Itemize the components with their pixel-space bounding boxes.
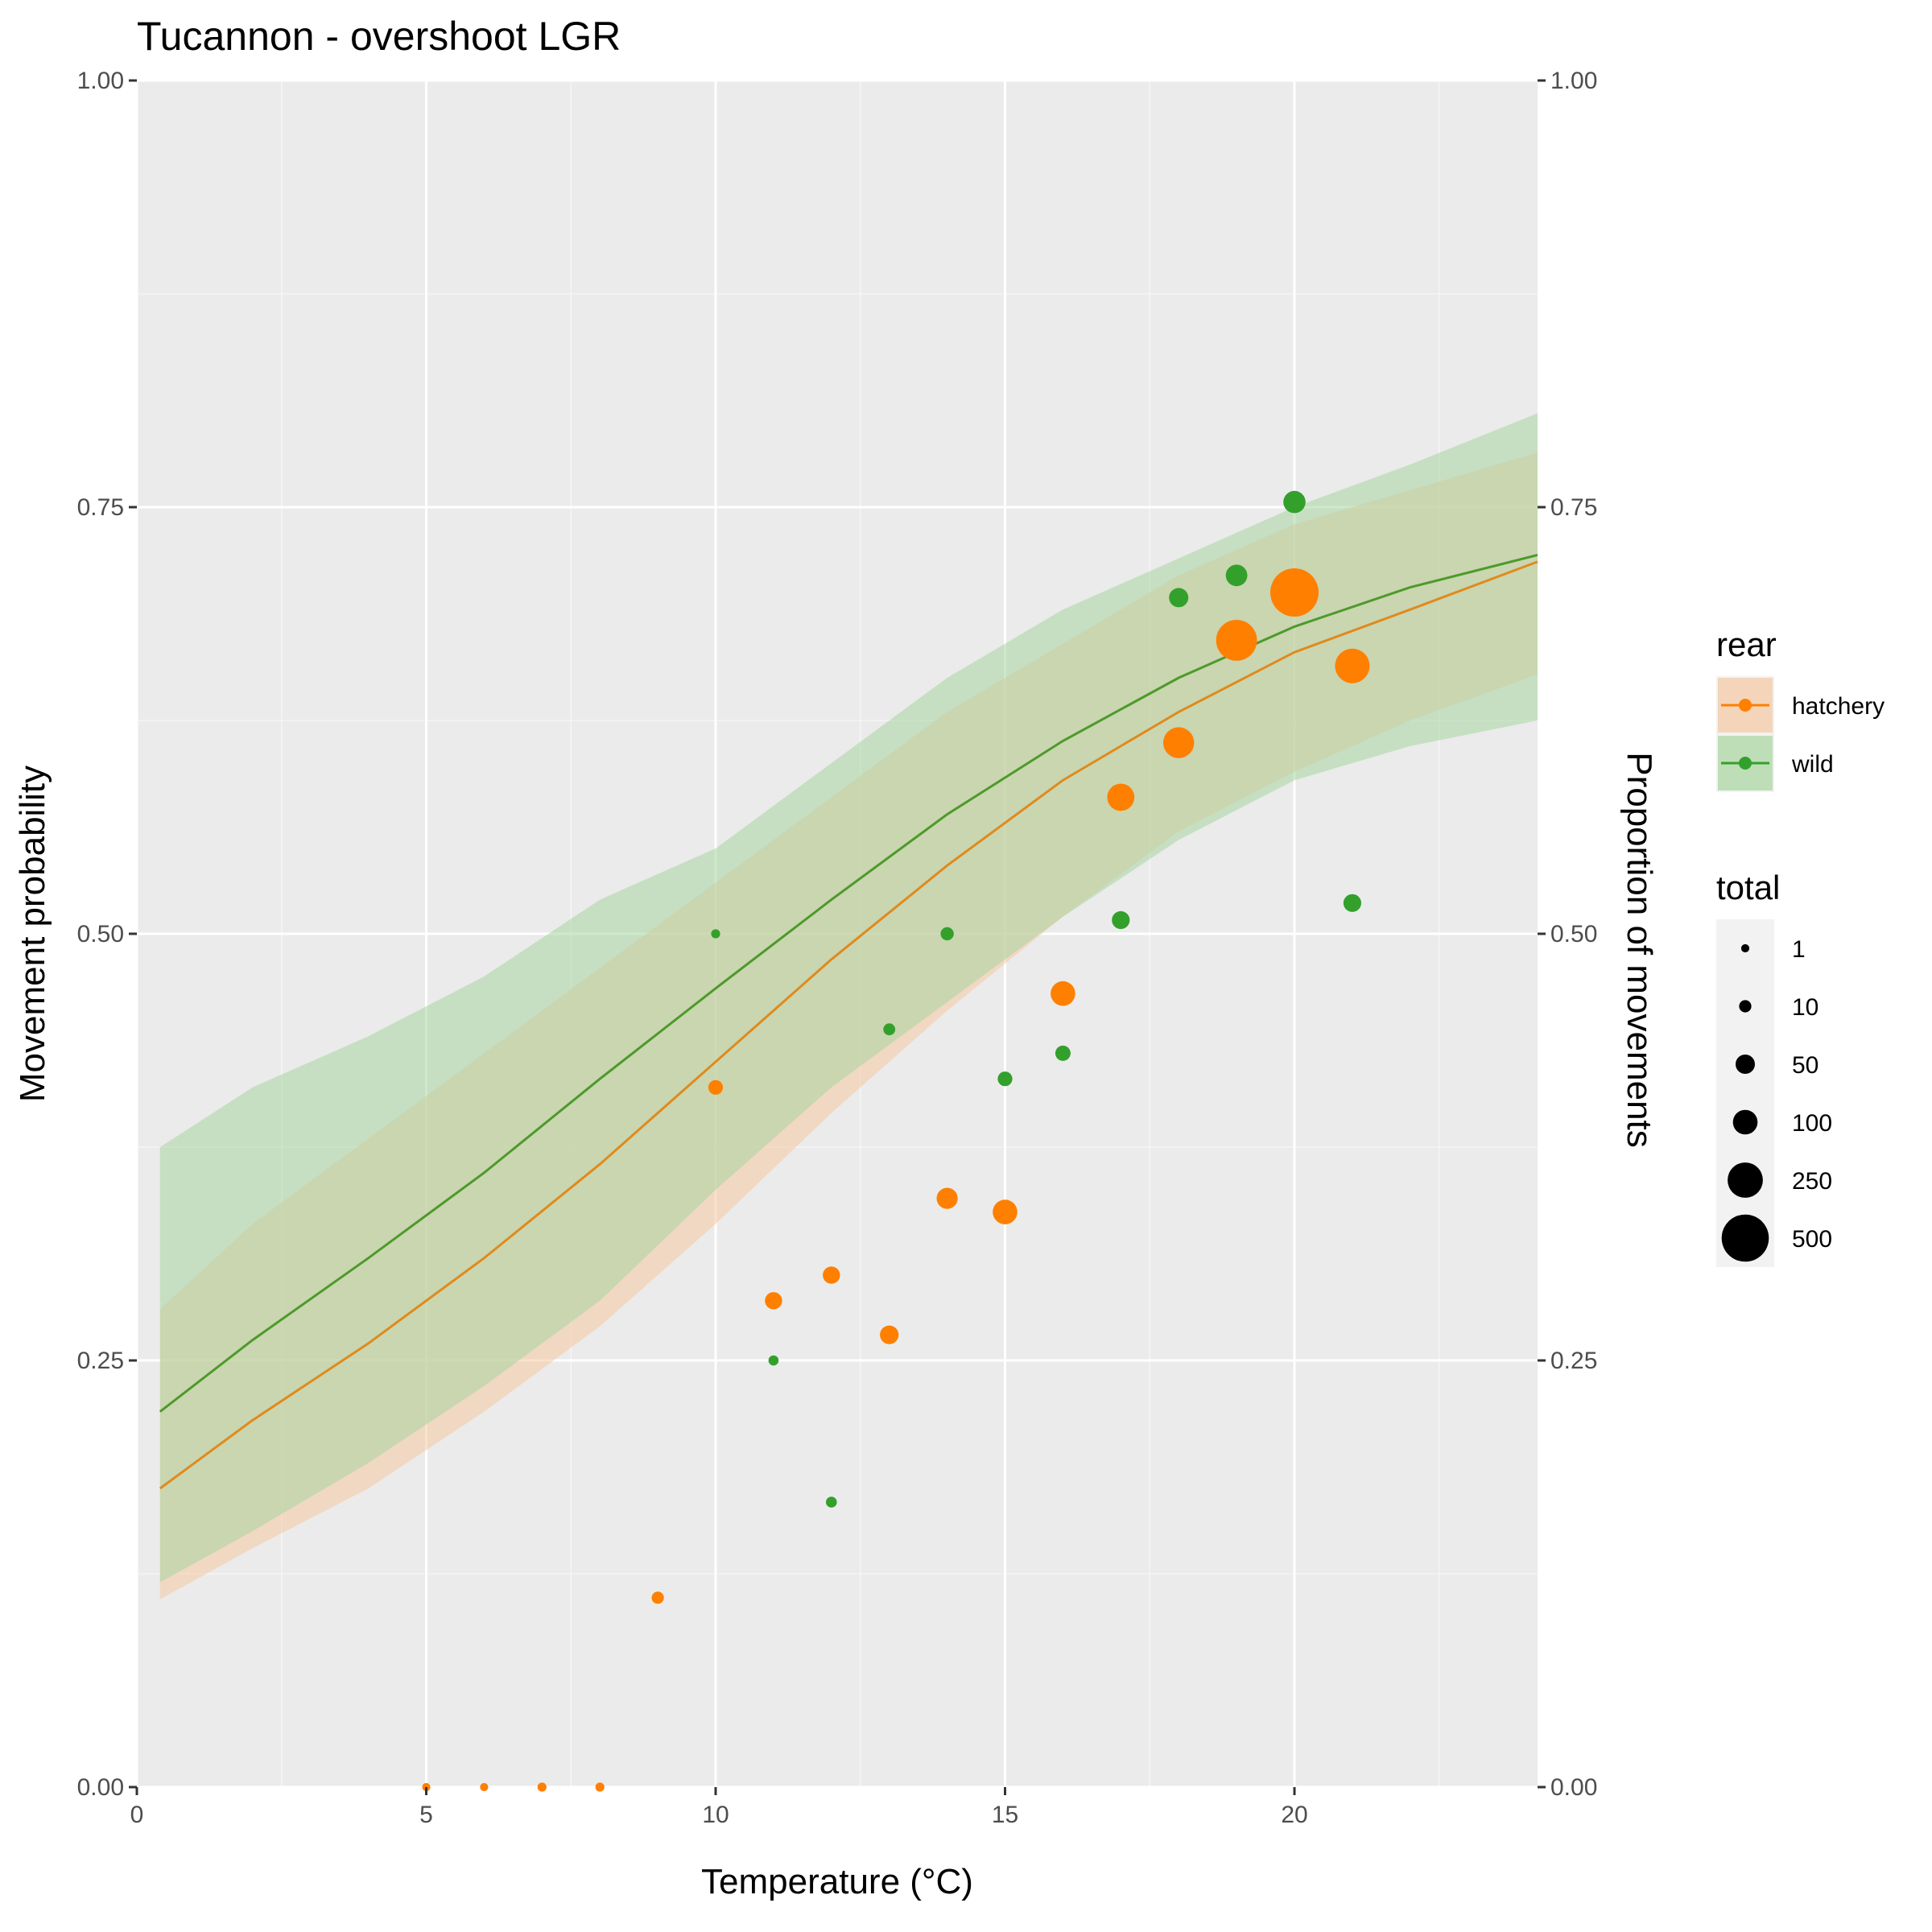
legend-title-rear: rear xyxy=(1716,625,1777,663)
y-axis-right: 0.00 0.25 0.50 0.75 1.00 xyxy=(1538,68,1597,1801)
legend-size-point xyxy=(1721,1214,1769,1262)
point-wild xyxy=(997,1071,1013,1087)
x-tick-label: 0 xyxy=(130,1802,144,1828)
legend-label-hatchery: hatchery xyxy=(1792,693,1885,720)
point-hatchery xyxy=(708,1080,724,1095)
point-hatchery xyxy=(936,1187,958,1209)
legend-title-total: total xyxy=(1716,869,1780,906)
y-right-tick-label: 0.75 xyxy=(1550,494,1597,521)
fit-line-wild xyxy=(159,553,1538,1413)
y-tick-label: 0.50 xyxy=(77,921,124,947)
legend-size-label: 100 xyxy=(1792,1110,1832,1137)
point-wild xyxy=(768,1355,779,1366)
fit-line-hatchery xyxy=(159,560,1538,1490)
point-hatchery xyxy=(1270,568,1319,617)
x-axis: 0 5 10 15 20 xyxy=(130,1787,1308,1828)
point-hatchery xyxy=(480,1782,489,1792)
y-right-tick-label: 0.25 xyxy=(1550,1348,1597,1374)
legend-color-items: hatchery wild xyxy=(1716,676,1885,792)
y-axis-right-title: Proportion of movements xyxy=(1620,752,1659,1148)
legend-size-point xyxy=(1740,943,1750,953)
y-tick-label: 0.00 xyxy=(77,1774,124,1801)
legend-size-point xyxy=(1739,1000,1752,1013)
x-tick-label: 20 xyxy=(1281,1802,1307,1828)
x-tick-label: 15 xyxy=(992,1802,1018,1828)
point-wild xyxy=(940,927,954,941)
legend-size-point xyxy=(1732,1109,1758,1135)
legend-size-label: 250 xyxy=(1792,1168,1832,1195)
legend-size-items: 1 10 50 100 250 500 xyxy=(1716,919,1832,1267)
chart-title: Tucannon - overshoot LGR xyxy=(137,14,621,59)
point-hatchery xyxy=(823,1266,840,1284)
y-axis-title: Movement probability xyxy=(13,766,52,1102)
legend-size-label: 10 xyxy=(1792,994,1818,1021)
point-hatchery xyxy=(651,1591,664,1604)
legend-size-bg xyxy=(1716,919,1774,1267)
point-hatchery xyxy=(1051,980,1075,1006)
point-wild xyxy=(1169,588,1189,608)
point-wild xyxy=(1112,910,1130,930)
point-wild xyxy=(883,1023,896,1036)
y-right-tick-label: 1.00 xyxy=(1550,68,1597,94)
legend-size-point xyxy=(1728,1162,1763,1198)
legend-size-point xyxy=(1736,1055,1755,1074)
point-hatchery xyxy=(1335,648,1370,683)
point-hatchery xyxy=(765,1292,782,1310)
legend-size-label: 500 xyxy=(1792,1226,1832,1253)
x-axis-title: Temperature (°C) xyxy=(701,1862,973,1901)
point-hatchery xyxy=(993,1199,1018,1224)
point-hatchery xyxy=(1163,727,1195,758)
y-tick-label: 1.00 xyxy=(77,68,124,94)
y-axis-left: 0.00 0.25 0.50 0.75 1.00 xyxy=(77,68,137,1801)
point-hatchery xyxy=(595,1782,605,1792)
legend-key-point xyxy=(1739,699,1752,712)
y-tick-label: 0.25 xyxy=(77,1348,124,1374)
y-tick-label: 0.75 xyxy=(77,494,124,521)
legend-key-point xyxy=(1739,757,1752,770)
legend: rear hatchery wild total 1 10 50 100 250 500 xyxy=(1716,625,1885,1267)
point-hatchery xyxy=(880,1325,899,1344)
point-wild xyxy=(826,1496,837,1508)
point-hatchery xyxy=(1216,620,1257,661)
x-tick-label: 10 xyxy=(702,1802,729,1828)
legend-size-label: 1 xyxy=(1792,936,1806,963)
y-right-tick-label: 0.00 xyxy=(1550,1774,1597,1801)
point-hatchery xyxy=(1107,783,1135,811)
y-right-tick-label: 0.50 xyxy=(1550,921,1597,947)
point-wild xyxy=(1343,894,1361,912)
data-points xyxy=(422,490,1370,1792)
point-wild xyxy=(1225,564,1248,587)
legend-size-label: 50 xyxy=(1792,1052,1818,1079)
point-wild xyxy=(1283,490,1306,514)
fit-lines xyxy=(159,553,1538,1490)
legend-label-wild: wild xyxy=(1791,751,1834,778)
point-hatchery xyxy=(537,1782,547,1792)
point-wild xyxy=(1055,1045,1071,1061)
x-tick-label: 5 xyxy=(419,1802,433,1828)
point-wild xyxy=(711,929,720,939)
